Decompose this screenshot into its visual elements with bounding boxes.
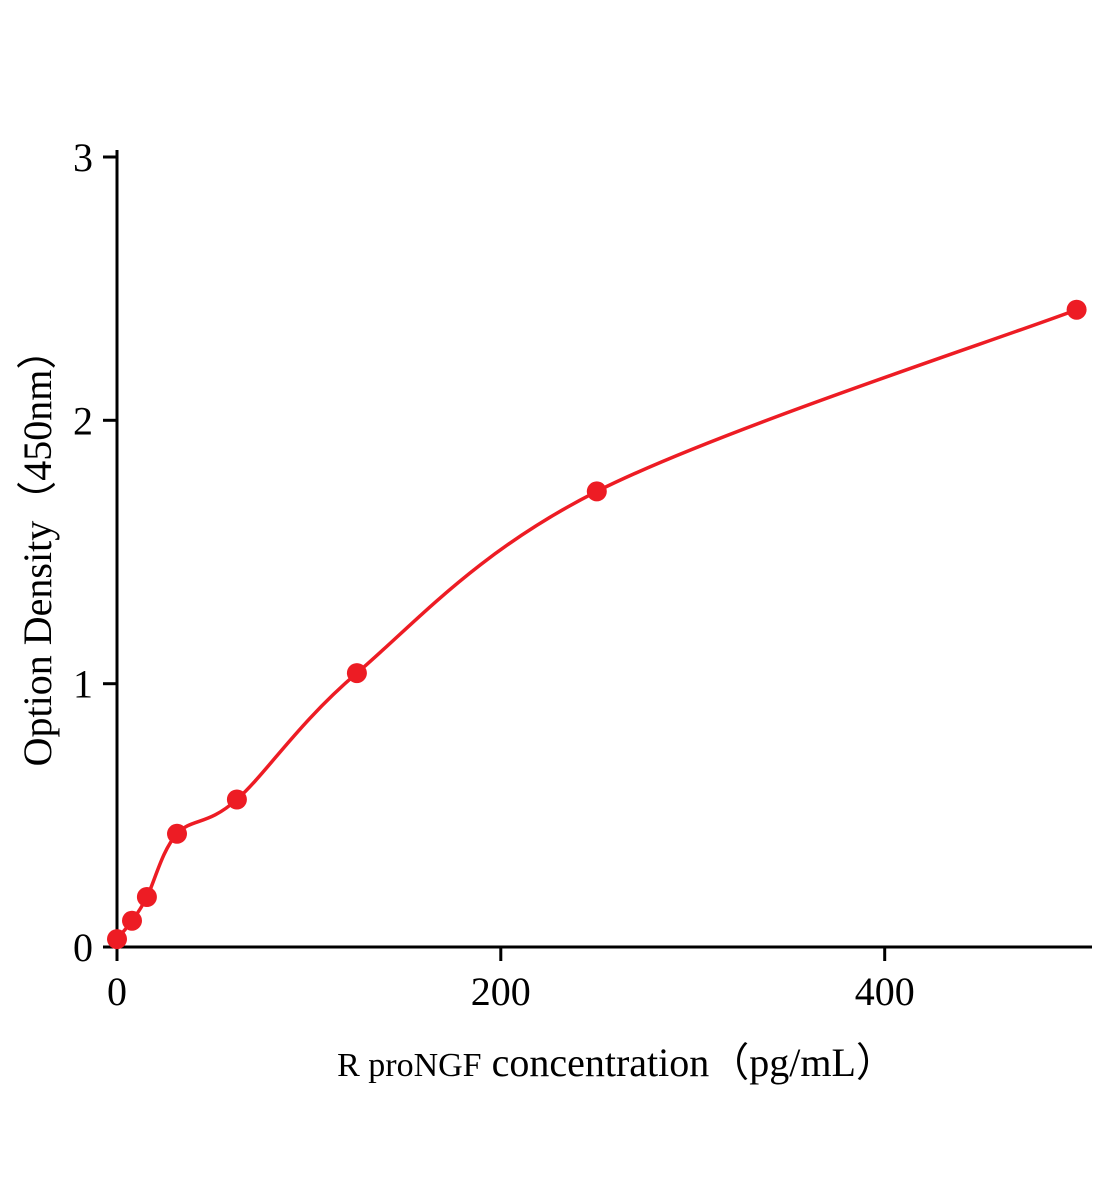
data-point [107, 929, 127, 950]
y-tick-label: 1 [73, 662, 93, 707]
x-tick-label: 400 [855, 969, 915, 1014]
data-point [586, 481, 607, 502]
y-tick-label: 3 [73, 135, 93, 180]
data-point [346, 663, 367, 684]
x-tick-label: 0 [107, 969, 127, 1014]
data-point [226, 789, 247, 810]
y-axis-title: Option Density（450nm） [15, 329, 60, 767]
y-tick-label: 2 [73, 398, 93, 443]
data-point [1066, 299, 1087, 320]
x-tick-label: 200 [471, 969, 531, 1014]
x-axis-title-main: concentration（pg/mL） [491, 1040, 896, 1085]
data-point [122, 910, 142, 931]
y-tick-label: 0 [73, 925, 93, 970]
data-point [136, 887, 157, 907]
fit-curve [115, 307, 1079, 941]
x-axis-title-prefix: R proNGF [337, 1047, 482, 1084]
data-point [167, 823, 187, 844]
x-axis-title: R proNGF concentration（pg/mL） [130, 1030, 1103, 1088]
